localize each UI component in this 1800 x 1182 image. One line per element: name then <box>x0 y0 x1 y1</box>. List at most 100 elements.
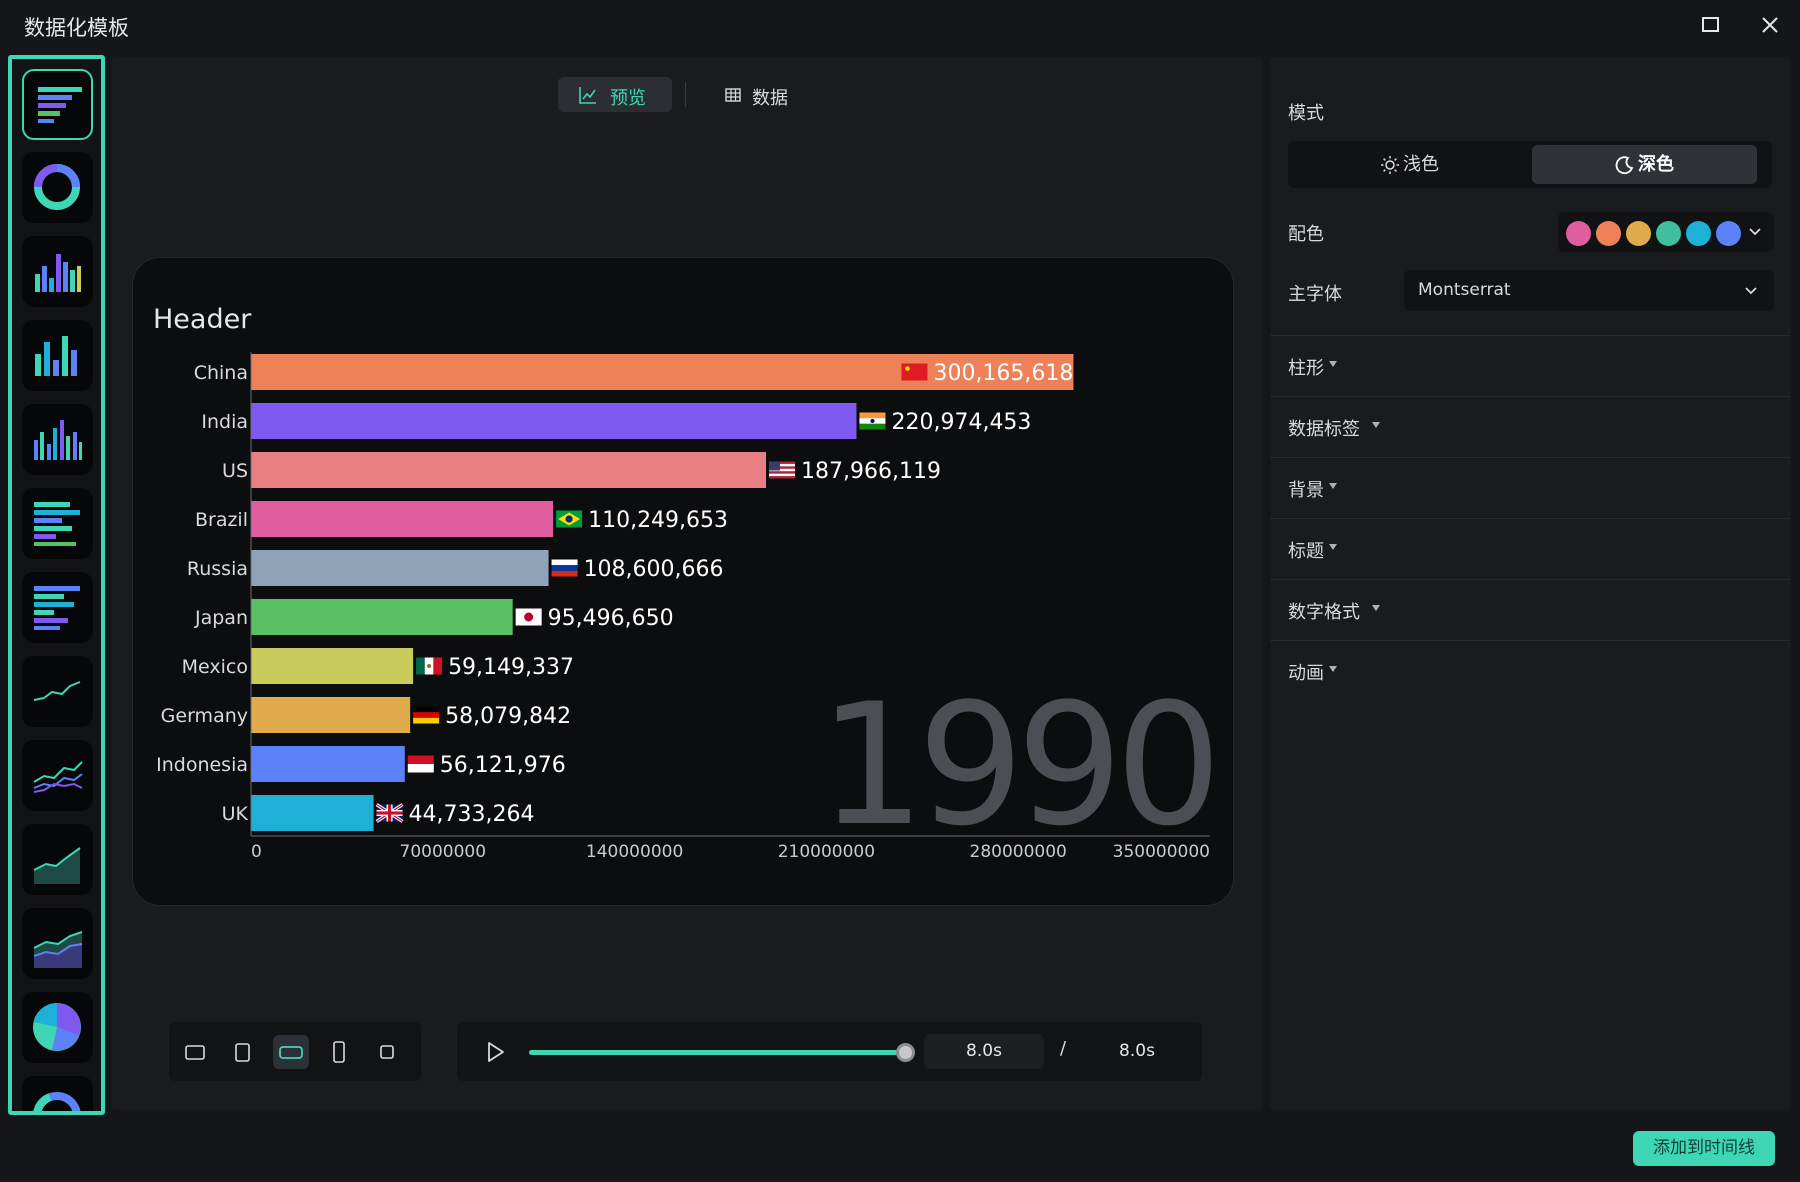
section-title[interactable]: 标题 <box>1270 518 1790 579</box>
template-area-1[interactable] <box>22 824 93 895</box>
bar-mexico <box>251 648 414 684</box>
us-flag-icon <box>769 461 796 479</box>
light-mode-button[interactable]: 浅色 <box>1292 145 1527 184</box>
section-number-format[interactable]: 数字格式 <box>1270 579 1790 640</box>
time-separator: / <box>1060 1038 1067 1059</box>
chart-title: Header <box>153 304 252 335</box>
column-chart-icon <box>35 254 81 292</box>
add-to-timeline-button[interactable]: 添加到时间线 <box>1633 1131 1775 1166</box>
bar-brazil <box>251 501 554 537</box>
section-label: 背景 <box>1288 480 1324 501</box>
playback-progress-fill <box>529 1050 905 1055</box>
play-button[interactable] <box>482 1039 508 1065</box>
palette-dropdown[interactable] <box>1558 212 1774 252</box>
category-label: Indonesia <box>156 754 248 776</box>
template-bar-1[interactable] <box>22 488 93 559</box>
preview-panel: 预览 数据 1990 Header China 300,165,618 India 220… <box>112 57 1262 1110</box>
section-label: 标题 <box>1288 541 1324 562</box>
aspect-ratio-selector <box>169 1022 421 1081</box>
value-label: 108,600,666 <box>584 557 724 582</box>
playback-scrubber-handle[interactable] <box>896 1043 915 1062</box>
value-label: 44,733,264 <box>409 802 535 827</box>
category-label: US <box>222 460 248 482</box>
maximize-button[interactable] <box>1694 10 1726 40</box>
value-label: 300,165,618 <box>933 361 1073 386</box>
tall-ratio-icon <box>333 1041 345 1063</box>
total-duration: 8.0s <box>1119 1041 1155 1061</box>
playback-controls: 8.0s / 8.0s <box>457 1022 1202 1081</box>
bar-chart-icon <box>34 502 80 546</box>
tab-data[interactable]: 数据 <box>712 77 822 112</box>
aspect-landscape-4-3-button[interactable] <box>177 1035 213 1069</box>
japan-flag-icon <box>515 608 542 626</box>
column-chart-icon <box>35 336 77 376</box>
palette-swatch <box>1566 221 1591 246</box>
russia-flag-icon <box>551 559 578 577</box>
template-horizontal-bar-race[interactable] <box>22 69 93 140</box>
aspect-square-1-1-button[interactable] <box>369 1035 405 1069</box>
section-label: 动画 <box>1288 663 1324 684</box>
line-chart-icon <box>33 681 81 701</box>
template-line-2[interactable] <box>22 740 93 811</box>
bar-germany <box>251 697 411 733</box>
caret-down-icon <box>1372 605 1380 611</box>
caret-down-icon <box>1329 666 1337 672</box>
stacked-area-chart-icon <box>33 931 83 968</box>
section-data-labels[interactable]: 数据标签 <box>1270 396 1790 457</box>
bar-russia <box>251 550 549 586</box>
x-tick-label: 210000000 <box>778 842 875 862</box>
current-time-field[interactable]: 8.0s <box>924 1034 1044 1069</box>
template-column-1[interactable] <box>22 236 93 307</box>
template-column-3[interactable] <box>22 404 93 475</box>
maximize-icon <box>1702 17 1719 32</box>
aspect-portrait-3-4-button[interactable] <box>225 1035 261 1069</box>
square-ratio-icon <box>380 1045 394 1059</box>
value-label: 187,966,119 <box>801 459 941 484</box>
template-column-2[interactable] <box>22 320 93 391</box>
font-dropdown[interactable]: Montserrat <box>1404 270 1774 311</box>
close-button[interactable] <box>1754 10 1786 40</box>
china-flag-icon <box>901 363 928 381</box>
brazil-flag-icon <box>556 510 583 528</box>
x-tick-label: 280000000 <box>970 842 1067 862</box>
template-line-1[interactable] <box>22 656 93 727</box>
moon-icon <box>1615 156 1634 175</box>
india-flag-icon <box>859 412 886 430</box>
year-watermark: 1990 <box>818 667 1214 863</box>
template-area-2[interactable] <box>22 908 93 979</box>
section-animation[interactable]: 动画 <box>1270 640 1790 701</box>
mexico-flag-icon <box>416 657 443 675</box>
x-tick-label: 0 <box>251 842 262 862</box>
template-bar-2[interactable] <box>22 572 93 643</box>
section-label: 数据标签 <box>1288 419 1360 440</box>
template-donut[interactable] <box>22 152 93 223</box>
dark-mode-label: 深色 <box>1638 154 1674 175</box>
playback-progress-bar[interactable] <box>529 1043 915 1062</box>
value-label: 59,149,337 <box>448 655 574 680</box>
font-label: 主字体 <box>1288 284 1342 305</box>
value-label: 110,249,653 <box>588 508 728 533</box>
tab-preview[interactable]: 预览 <box>558 77 672 112</box>
section-bar-style[interactable]: 柱形 <box>1270 335 1790 396</box>
bar-india <box>251 403 857 439</box>
landscape-ratio-icon <box>185 1045 205 1060</box>
column-chart-icon <box>34 420 82 460</box>
aspect-portrait-9-16-button[interactable] <box>321 1035 357 1069</box>
x-tick-label: 350000000 <box>1113 842 1210 862</box>
aspect-landscape-16-9-button[interactable] <box>273 1035 309 1069</box>
tab-data-label: 数据 <box>752 88 788 109</box>
caret-down-icon <box>1329 361 1337 367</box>
font-dropdown-value: Montserrat <box>1418 280 1511 300</box>
template-half-donut[interactable] <box>22 1076 93 1111</box>
category-label: Brazil <box>195 509 248 531</box>
template-pie[interactable] <box>22 992 93 1063</box>
uk-flag-icon <box>375 803 404 823</box>
dark-mode-button[interactable]: 深色 <box>1532 145 1757 184</box>
mode-label: 模式 <box>1288 103 1324 124</box>
half-donut-chart-icon <box>33 1092 81 1111</box>
section-background[interactable]: 背景 <box>1270 457 1790 518</box>
section-label: 数字格式 <box>1288 602 1360 623</box>
palette-label: 配色 <box>1288 224 1324 245</box>
portrait-ratio-icon <box>235 1043 250 1062</box>
bar-us <box>251 452 767 488</box>
